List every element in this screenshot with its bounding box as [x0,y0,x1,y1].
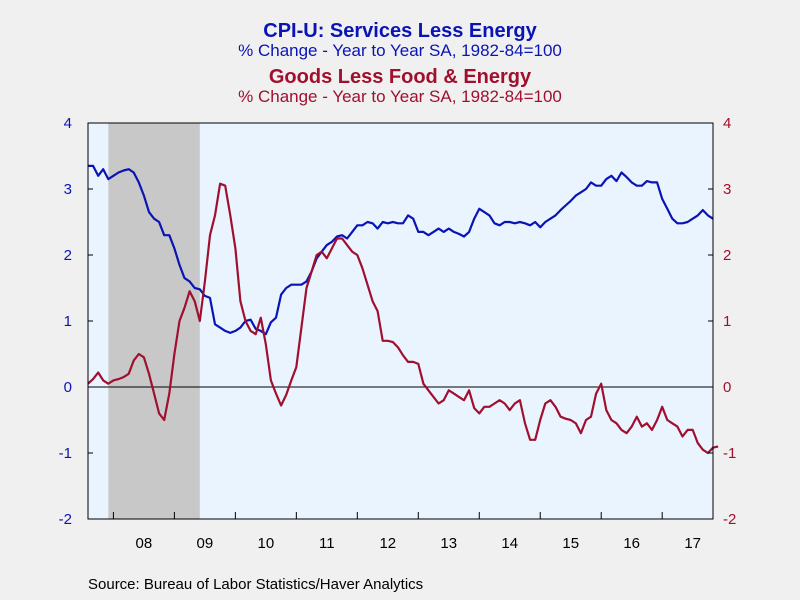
goods-subtitle: % Change - Year to Year SA, 1982-84=100 [238,87,562,106]
services-subtitle: % Change - Year to Year SA, 1982-84=100 [238,41,562,60]
x-tick-label: 13 [440,535,457,552]
y-tick-label-left: 3 [64,181,72,198]
y-tick-label-right: -2 [723,511,736,528]
x-tick-label: 15 [562,535,579,552]
y-tick-label-left: 2 [64,247,72,264]
source-note: Source: Bureau of Labor Statistics/Haver… [88,576,424,593]
y-tick-label-left: 0 [64,379,72,396]
x-tick-label: 14 [501,535,518,552]
y-tick-label-left: -1 [59,445,72,462]
y-tick-label-right: 1 [723,313,731,330]
series-line-services [88,164,714,336]
series-line-goods [87,182,719,455]
y-tick-label-right: -1 [723,445,736,462]
x-tick-label: 09 [197,535,214,552]
recession-shade [108,123,200,519]
y-tick-label-right: 4 [723,115,731,132]
y-tick-label-left: 1 [64,313,72,330]
y-tick-label-right: 2 [723,247,731,264]
x-tick-label: 17 [684,535,701,552]
x-tick-label: 11 [319,535,335,552]
y-tick-label-left: 4 [64,115,72,132]
goods-title: Goods Less Food & Energy [268,66,532,88]
y-tick-label-right: 0 [723,379,731,396]
y-tick-label-left: -2 [59,511,72,528]
services-title: CPI-U: Services Less Energy [263,20,537,42]
x-tick-label: 16 [623,535,640,552]
y-tick-label-right: 3 [723,181,731,198]
x-tick-label: 10 [258,535,275,552]
x-tick-label: 12 [379,535,396,552]
x-tick-label: 08 [136,535,153,552]
